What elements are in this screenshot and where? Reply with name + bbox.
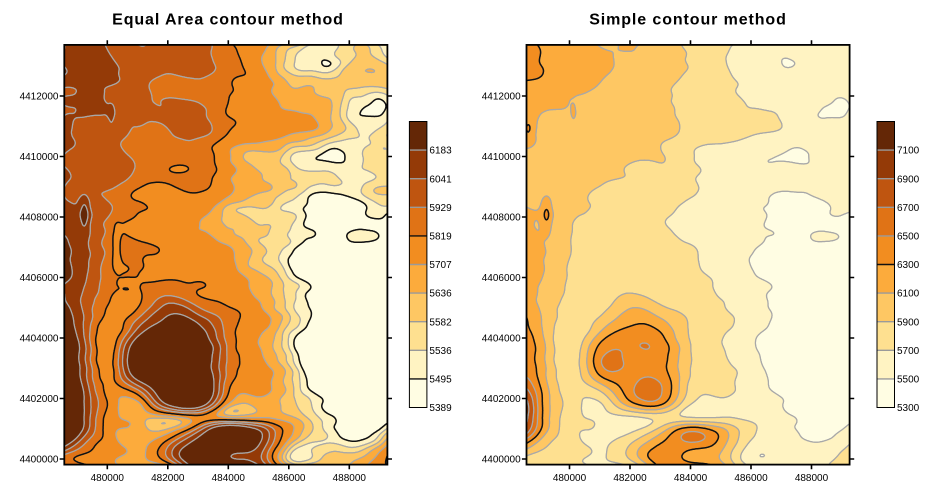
svg-text:480000: 480000 — [553, 473, 587, 484]
svg-text:6900: 6900 — [897, 174, 920, 185]
svg-text:4404000: 4404000 — [482, 334, 521, 345]
svg-text:4400000: 4400000 — [20, 455, 59, 466]
svg-text:5636: 5636 — [429, 289, 452, 300]
svg-text:4406000: 4406000 — [482, 273, 521, 284]
svg-text:5929: 5929 — [429, 203, 452, 214]
svg-text:5500: 5500 — [897, 375, 920, 386]
svg-text:4412000: 4412000 — [482, 92, 521, 103]
svg-text:5700: 5700 — [897, 346, 920, 357]
svg-text:488000: 488000 — [795, 473, 829, 484]
svg-text:5389: 5389 — [429, 403, 452, 414]
svg-text:482000: 482000 — [151, 473, 185, 484]
svg-text:480000: 480000 — [91, 473, 125, 484]
svg-text:5495: 5495 — [429, 375, 452, 386]
svg-text:482000: 482000 — [613, 473, 647, 484]
svg-text:6100: 6100 — [897, 289, 920, 300]
svg-text:4408000: 4408000 — [20, 213, 59, 224]
svg-text:4412000: 4412000 — [20, 92, 59, 103]
svg-text:5582: 5582 — [429, 317, 452, 328]
svg-text:486000: 486000 — [272, 473, 306, 484]
svg-text:484000: 484000 — [674, 473, 708, 484]
svg-text:4406000: 4406000 — [20, 273, 59, 284]
svg-text:488000: 488000 — [333, 473, 367, 484]
svg-text:5900: 5900 — [897, 317, 920, 328]
svg-text:6041: 6041 — [429, 174, 452, 185]
svg-text:7100: 7100 — [897, 146, 920, 157]
svg-text:6700: 6700 — [897, 203, 920, 214]
svg-text:4410000: 4410000 — [20, 152, 59, 163]
svg-text:Simple contour method: Simple contour method — [589, 11, 787, 28]
svg-text:486000: 486000 — [734, 473, 768, 484]
svg-text:484000: 484000 — [212, 473, 246, 484]
svg-text:4402000: 4402000 — [20, 394, 59, 405]
svg-text:Equal Area contour method: Equal Area contour method — [112, 11, 344, 28]
svg-text:5300: 5300 — [897, 403, 920, 414]
svg-text:5536: 5536 — [429, 346, 452, 357]
svg-text:4404000: 4404000 — [20, 334, 59, 345]
svg-text:6300: 6300 — [897, 260, 920, 271]
svg-text:4408000: 4408000 — [482, 213, 521, 224]
svg-text:4402000: 4402000 — [482, 394, 521, 405]
svg-text:4410000: 4410000 — [482, 152, 521, 163]
svg-text:6183: 6183 — [429, 146, 452, 157]
svg-text:5819: 5819 — [429, 232, 452, 243]
svg-text:4400000: 4400000 — [482, 455, 521, 466]
svg-text:6500: 6500 — [897, 232, 920, 243]
svg-text:5707: 5707 — [429, 260, 452, 271]
